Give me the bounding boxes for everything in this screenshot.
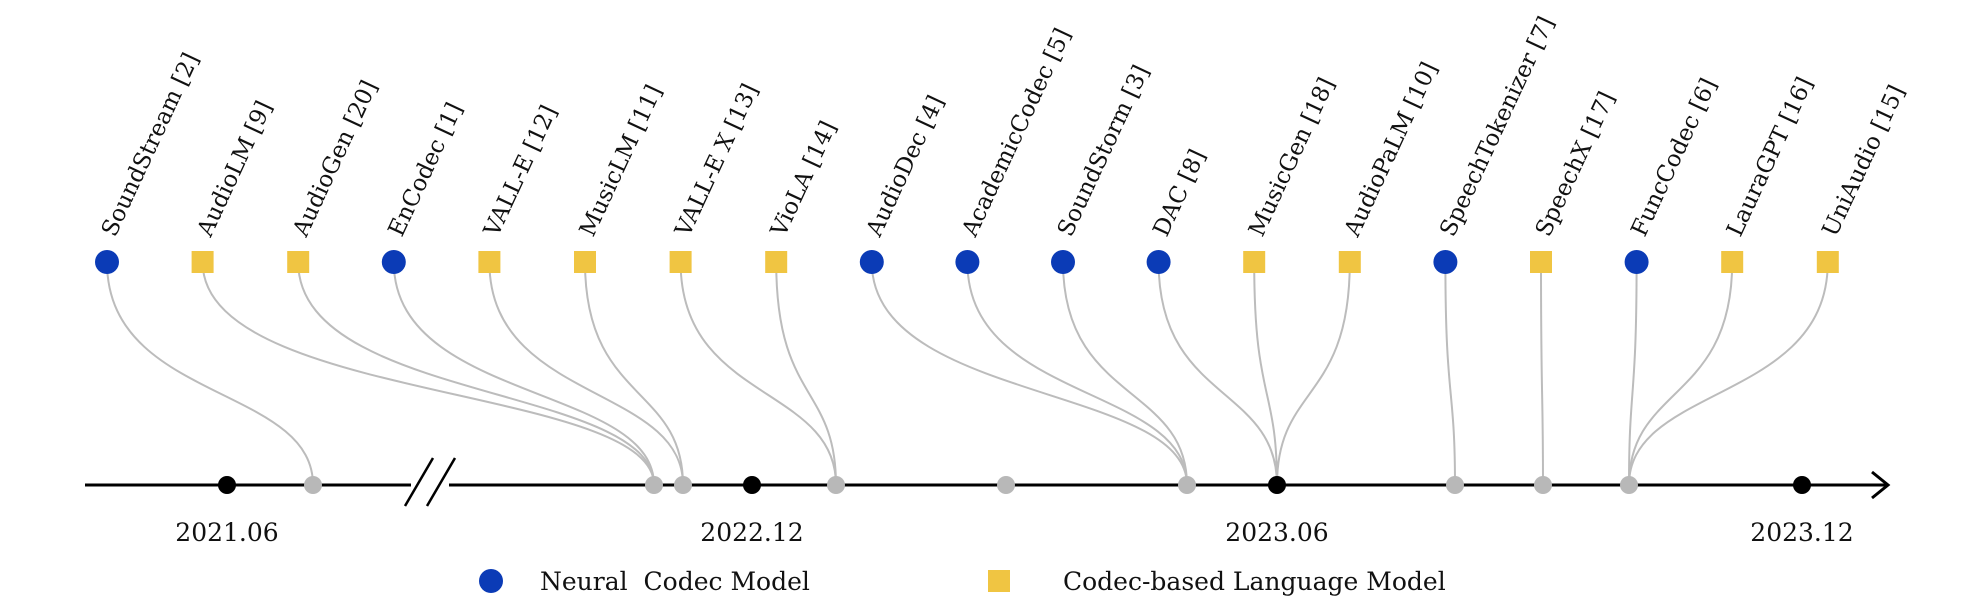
model-label: EnCodec [1]: [384, 99, 468, 241]
model-label: MusicGen [18]: [1244, 74, 1340, 241]
codec-lm-marker: [1721, 251, 1744, 273]
connector-line: [584, 261, 684, 486]
release-dot: [1446, 476, 1464, 494]
model-label: SpeechX [17]: [1531, 88, 1621, 241]
legend-neural-codec-label: Neural Codec Model: [540, 567, 810, 596]
model-label: AudioPaLM [10]: [1339, 58, 1443, 241]
model-markers: [95, 250, 1839, 274]
neural-codec-marker: [859, 250, 884, 274]
connector-line: [488, 261, 684, 486]
neural-codec-marker: [381, 250, 406, 274]
axis-label-2022-12: 2022.12: [700, 518, 803, 547]
model-labels: SoundStream [2]AudioLM [9] AudioGen [20] E…: [97, 13, 1910, 242]
model-label: AudioGen [20]: [288, 77, 383, 242]
connector-line: [1276, 261, 1351, 486]
axis-label-2023-06: 2023.06: [1225, 518, 1328, 547]
model-label: AudioDec [4]: [861, 92, 949, 242]
axis-break-mark-right: [425, 457, 457, 507]
connector-lines: [106, 261, 1829, 486]
date-tick-2022-12: [743, 476, 761, 494]
neural-codec-marker: [1624, 250, 1649, 274]
codec-lm-marker: [669, 251, 692, 273]
connector-line: [1444, 261, 1456, 486]
legend-codec-lm-marker: [988, 570, 1010, 592]
legend-codec-lm-label: Codec-based Language Model: [1063, 567, 1446, 596]
axis-arrowhead: [1871, 470, 1891, 500]
model-label: SoundStream [2]: [97, 49, 205, 240]
connector-line: [1253, 261, 1278, 486]
connector-line: [679, 261, 837, 486]
codec-lm-marker: [1338, 251, 1361, 273]
model-label: VALL-E X [13]: [670, 80, 764, 241]
model-label: LauraGPT [16]: [1722, 73, 1818, 240]
model-label: UniAudio [15]: [1818, 81, 1911, 240]
model-label: AcademicCodec [5]: [957, 25, 1077, 242]
codec-lm-marker: [1243, 251, 1266, 273]
model-label: AudioLM [9]: [192, 97, 278, 241]
codec-lm-marker: [1816, 251, 1839, 273]
date-tick-2023-12: [1793, 476, 1811, 494]
model-label: VALL-E [12]: [479, 101, 563, 241]
release-dot: [674, 476, 692, 494]
codec-lm-marker: [287, 251, 310, 273]
codec-lm-marker: [765, 251, 788, 273]
codec-lm-marker: [574, 251, 596, 273]
connector-line: [1062, 261, 1188, 486]
release-dot: [304, 476, 322, 494]
connector-line: [1628, 261, 1638, 486]
model-label: MusicLM [11]: [575, 81, 668, 240]
neural-codec-marker: [1051, 250, 1075, 274]
connector-line: [775, 261, 837, 486]
codec-lm-marker: [191, 251, 214, 273]
connector-line: [1628, 261, 1734, 486]
date-tick-2021-06: [218, 476, 236, 494]
connector-line: [297, 261, 655, 486]
date-tick-2023-06: [1268, 476, 1286, 494]
release-dot: [1534, 476, 1552, 494]
axis-label-2023-12: 2023.12: [1750, 518, 1853, 547]
connector-line: [1540, 261, 1544, 486]
connector-line: [201, 261, 655, 486]
neural-codec-marker: [1433, 250, 1458, 274]
legend-neural-codec-marker: [479, 569, 503, 593]
codec-lm-marker: [478, 251, 501, 273]
connector-line: [1628, 261, 1829, 486]
connector-line: [392, 261, 655, 486]
connector-line: [106, 261, 314, 486]
release-dot: [997, 476, 1015, 494]
release-dots: [304, 476, 1638, 494]
release-dot: [645, 476, 663, 494]
connector-line: [1157, 261, 1278, 486]
neural-codec-marker: [955, 250, 980, 274]
model-label: FuncCodec [6]: [1626, 75, 1722, 241]
model-label: DAC [8]: [1148, 146, 1211, 241]
model-label: SoundStorm [3]: [1053, 61, 1155, 240]
release-dot: [1620, 476, 1638, 494]
axis-label-2021-06: 2021.06: [175, 518, 278, 547]
connector-line: [870, 261, 1188, 486]
neural-codec-marker: [1146, 250, 1171, 274]
connector-line: [966, 261, 1188, 486]
neural-codec-marker: [95, 250, 119, 274]
release-dot: [1178, 476, 1196, 494]
axis-break-mark-left: [403, 457, 435, 507]
model-label: VioLA [14]: [766, 117, 842, 241]
codec-lm-marker: [1530, 251, 1552, 273]
release-dot: [827, 476, 845, 494]
